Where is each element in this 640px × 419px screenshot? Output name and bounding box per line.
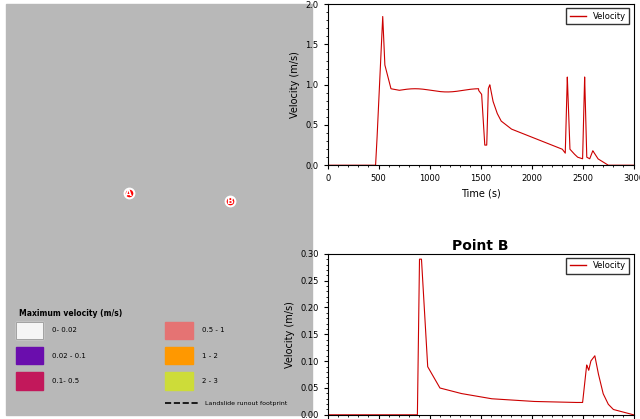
Text: B: B [227, 197, 233, 206]
Y-axis label: Velocity (m/s): Velocity (m/s) [290, 51, 300, 118]
Legend: Velocity: Velocity [566, 258, 629, 274]
Title: Point B: Point B [452, 238, 509, 253]
Text: A: A [125, 189, 132, 198]
Y-axis label: Velocity (m/s): Velocity (m/s) [285, 301, 294, 368]
Title: Point A: Point A [452, 0, 509, 3]
Legend: Velocity: Velocity [566, 8, 629, 24]
X-axis label: Time (s): Time (s) [461, 189, 500, 199]
